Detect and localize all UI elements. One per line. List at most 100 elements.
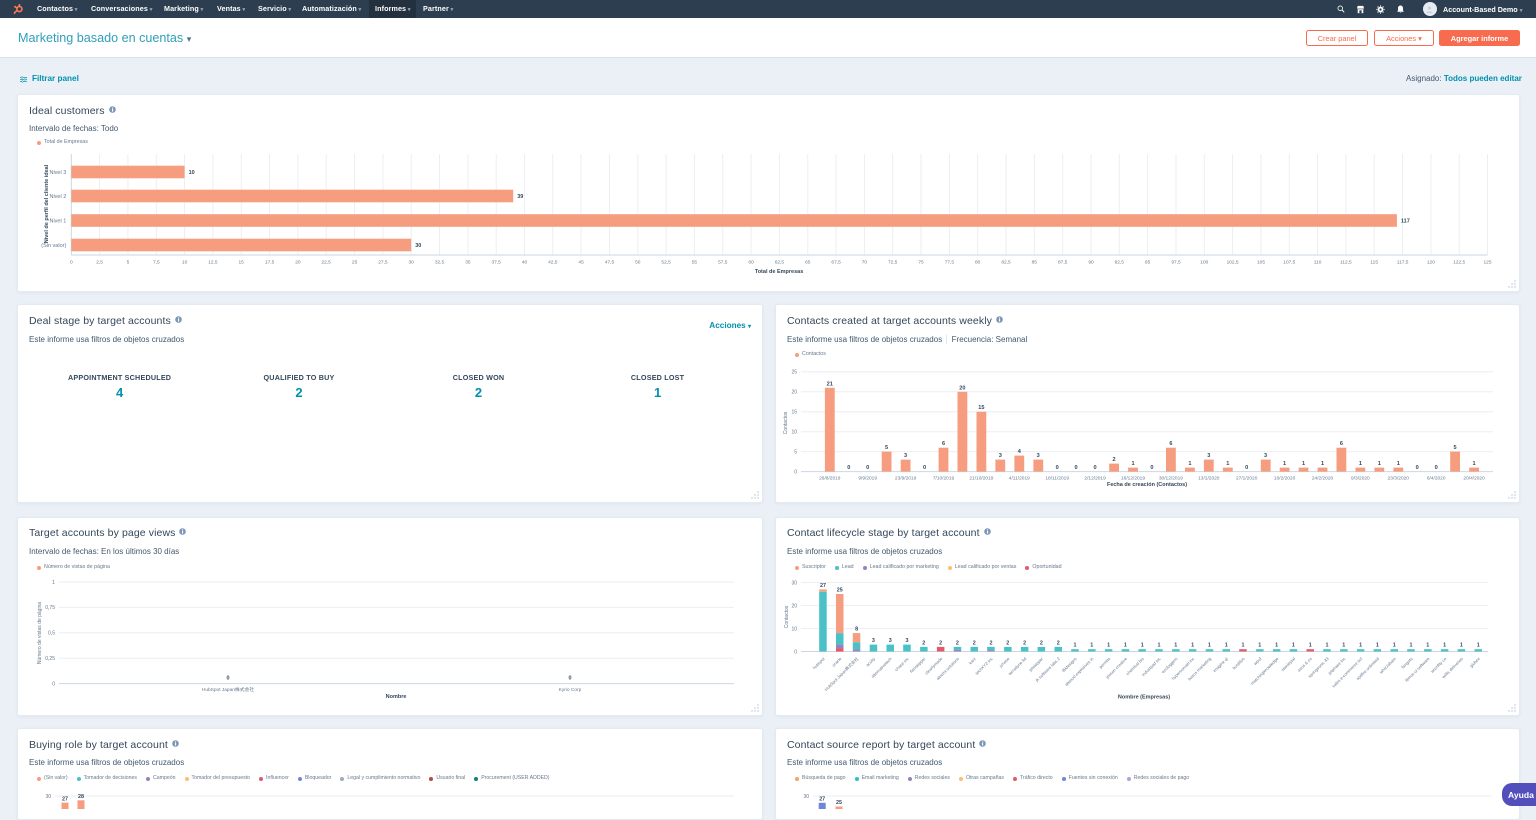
svg-text:32,5: 32,5 <box>435 260 445 266</box>
svg-text:27: 27 <box>62 797 68 803</box>
svg-text:5: 5 <box>1454 445 1457 451</box>
svg-text:3: 3 <box>906 638 909 644</box>
svg-text:0: 0 <box>227 676 230 682</box>
svg-text:6/4/2020: 6/4/2020 <box>1427 476 1446 482</box>
svg-text:2: 2 <box>956 640 959 646</box>
svg-text:23/9/2019: 23/9/2019 <box>895 476 917 482</box>
svg-text:92,5: 92,5 <box>1115 260 1125 266</box>
svg-text:hubspot: hubspot <box>812 656 827 671</box>
svg-text:55: 55 <box>692 260 698 266</box>
svg-text:6: 6 <box>1169 441 1172 447</box>
svg-text:30: 30 <box>45 794 51 800</box>
svg-text:karz: karz <box>968 656 977 665</box>
svg-text:2: 2 <box>1113 457 1116 463</box>
svg-text:Nivel de perfil del cliente id: Nivel de perfil del cliente ideal <box>44 164 50 243</box>
svg-text:4/11/2019: 4/11/2019 <box>1009 476 1030 482</box>
svg-text:20: 20 <box>959 385 965 391</box>
svg-text:42,5: 42,5 <box>548 260 558 266</box>
svg-text:(Sin valor): (Sin valor) <box>41 243 66 249</box>
svg-text:fangoto: fangoto <box>1400 656 1414 670</box>
svg-text:0,5: 0,5 <box>48 631 55 637</box>
svg-text:125: 125 <box>1483 260 1491 266</box>
svg-text:4: 4 <box>1018 449 1022 455</box>
svg-text:stanleytal: stanleytal <box>1280 656 1296 672</box>
svg-text:2: 2 <box>939 640 942 646</box>
svg-text:50: 50 <box>635 260 641 266</box>
svg-text:1: 1 <box>1188 461 1191 467</box>
svg-text:20/4/2020: 20/4/2020 <box>1463 476 1485 482</box>
svg-text:2: 2 <box>990 640 993 646</box>
svg-text:1: 1 <box>1376 643 1379 649</box>
svg-text:1: 1 <box>1426 643 1429 649</box>
svg-text:1: 1 <box>1191 643 1194 649</box>
svg-text:0: 0 <box>1056 465 1059 471</box>
svg-text:sales e-commerce sol: sales e-commerce sol <box>1331 656 1363 688</box>
svg-text:1: 1 <box>1359 643 1362 649</box>
svg-text:1: 1 <box>1141 643 1144 649</box>
svg-text:jchase: jchase <box>998 656 1011 669</box>
svg-text:115: 115 <box>1370 260 1378 266</box>
svg-text:45: 45 <box>578 260 584 266</box>
svg-text:Kyrio Corp: Kyrio Corp <box>559 687 582 693</box>
svg-text:5: 5 <box>127 260 130 266</box>
svg-text:1: 1 <box>1242 643 1245 649</box>
svg-text:3: 3 <box>1207 453 1210 459</box>
svg-text:9/3/2020: 9/3/2020 <box>1351 476 1370 482</box>
svg-text:9/9/2019: 9/9/2019 <box>858 476 877 482</box>
svg-text:25: 25 <box>352 260 358 266</box>
svg-text:24/2/2020: 24/2/2020 <box>1312 476 1334 482</box>
svg-text:13/1/2020: 13/1/2020 <box>1198 476 1220 482</box>
svg-text:1: 1 <box>1309 643 1312 649</box>
svg-text:Contactos: Contactos <box>783 411 789 434</box>
svg-text:0,25: 0,25 <box>45 656 55 662</box>
svg-text:5: 5 <box>885 445 888 451</box>
svg-text:25: 25 <box>791 370 797 376</box>
svg-text:8: 8 <box>855 627 858 633</box>
svg-text:112,5: 112,5 <box>1340 260 1352 266</box>
svg-text:0: 0 <box>794 469 797 475</box>
svg-text:0: 0 <box>847 465 850 471</box>
svg-text:102,5: 102,5 <box>1227 260 1239 266</box>
svg-text:27: 27 <box>820 583 826 589</box>
svg-text:28: 28 <box>78 794 84 800</box>
svg-text:3: 3 <box>999 453 1002 459</box>
svg-text:1: 1 <box>1174 643 1177 649</box>
svg-text:1: 1 <box>1302 461 1305 467</box>
svg-text:30/12/2019: 30/12/2019 <box>1159 476 1183 482</box>
svg-text:105: 105 <box>1257 260 1265 266</box>
svg-text:2: 2 <box>1006 640 1009 646</box>
svg-text:90: 90 <box>1088 260 1094 266</box>
svg-text:117: 117 <box>1401 219 1410 225</box>
svg-text:imagine qi: imagine qi <box>1212 656 1229 673</box>
svg-text:2: 2 <box>1057 640 1060 646</box>
svg-text:10: 10 <box>791 430 797 436</box>
svg-text:35: 35 <box>465 260 471 266</box>
svg-text:18/11/2019: 18/11/2019 <box>1045 476 1069 482</box>
svg-text:37,5: 37,5 <box>492 260 502 266</box>
svg-text:1: 1 <box>1124 643 1127 649</box>
svg-text:2: 2 <box>973 640 976 646</box>
svg-text:17,5: 17,5 <box>265 260 275 266</box>
svg-text:Nivel 1: Nivel 1 <box>49 219 66 225</box>
svg-text:1: 1 <box>1131 461 1134 467</box>
svg-text:0: 0 <box>70 260 73 266</box>
svg-text:0: 0 <box>1150 465 1153 471</box>
svg-text:23/3/2020: 23/3/2020 <box>1388 476 1410 482</box>
svg-text:82,5: 82,5 <box>1001 260 1011 266</box>
svg-text:0: 0 <box>52 681 55 687</box>
svg-text:75: 75 <box>918 260 924 266</box>
svg-text:1: 1 <box>1074 643 1077 649</box>
svg-text:1: 1 <box>1443 643 1446 649</box>
svg-text:30: 30 <box>409 260 415 266</box>
svg-text:0: 0 <box>1435 465 1438 471</box>
svg-text:1: 1 <box>1283 461 1286 467</box>
svg-text:7/10/2019: 7/10/2019 <box>933 476 955 482</box>
svg-text:80: 80 <box>975 260 981 266</box>
svg-text:30: 30 <box>803 794 809 800</box>
svg-text:1: 1 <box>1342 643 1345 649</box>
svg-text:40: 40 <box>522 260 528 266</box>
svg-text:47,5: 47,5 <box>605 260 615 266</box>
svg-text:1: 1 <box>1107 643 1110 649</box>
svg-text:whizzabam: whizzabam <box>1379 656 1398 675</box>
svg-text:acuity: acuity <box>865 656 877 668</box>
